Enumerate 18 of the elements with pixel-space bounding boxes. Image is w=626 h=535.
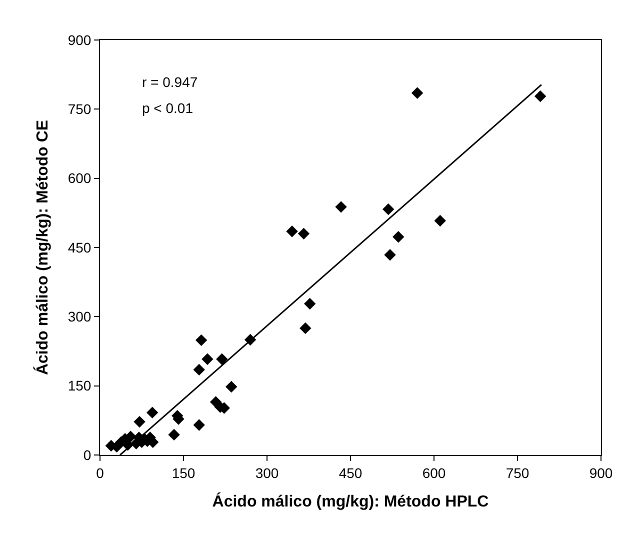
y-tick-label: 450 — [68, 239, 92, 256]
y-tick-label: 600 — [68, 170, 92, 186]
x-tick-label: 450 — [338, 464, 362, 481]
x-tick-label: 750 — [506, 464, 530, 481]
annotation: p < 0.01 — [142, 100, 194, 116]
y-tick-label: 900 — [68, 32, 92, 48]
x-tick-label: 600 — [422, 464, 446, 481]
y-axis-title: Ácido málico (mg/kg): Método CE — [32, 120, 52, 376]
annotation: r = 0.947 — [142, 74, 198, 90]
y-tick-label: 0 — [83, 446, 92, 463]
y-tick-label: 750 — [68, 101, 92, 118]
y-tick-label: 300 — [68, 308, 92, 325]
x-axis-title: Ácido málico (mg/kg): Método HPLC — [212, 492, 490, 510]
x-tick-label: 150 — [172, 464, 196, 481]
y-tick-label: 150 — [68, 378, 92, 394]
x-tick-label: 300 — [255, 464, 279, 481]
x-tick-label: 0 — [96, 464, 104, 481]
x-tick-label: 900 — [589, 464, 613, 481]
